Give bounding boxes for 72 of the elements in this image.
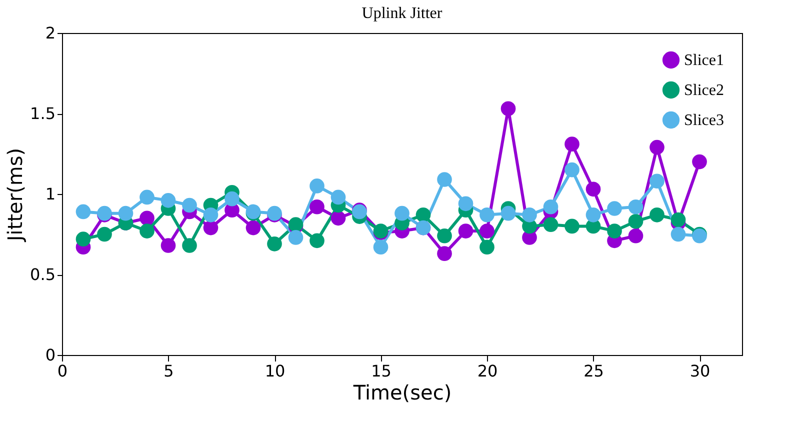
point	[586, 182, 601, 197]
y-tick-label: 2	[45, 24, 56, 42]
point	[224, 191, 240, 206]
x-tick-label: 5	[164, 362, 174, 380]
point	[607, 201, 622, 216]
x-tick-label: 15	[371, 362, 392, 380]
point	[437, 246, 452, 261]
legend-label: Slice1	[684, 52, 724, 69]
point	[607, 224, 622, 238]
point	[543, 217, 558, 232]
point	[140, 224, 154, 238]
point	[692, 154, 707, 170]
x-tick-label: 10	[264, 362, 286, 380]
point	[246, 220, 261, 236]
point	[394, 206, 410, 221]
point	[522, 208, 537, 222]
y-tick-label: 0.5	[30, 265, 56, 284]
point	[500, 206, 516, 221]
point	[586, 208, 601, 222]
point	[182, 198, 197, 213]
point	[140, 210, 154, 226]
point	[160, 238, 176, 253]
point	[543, 199, 558, 214]
x-tick-label: 0	[57, 362, 68, 380]
legend-label: Slice3	[684, 112, 724, 129]
point	[118, 206, 134, 221]
point	[650, 140, 664, 155]
x-tick-label: 20	[477, 362, 498, 380]
point	[373, 240, 388, 255]
y-axis-title: Jitter(ms)	[3, 148, 28, 244]
point	[437, 172, 452, 187]
x-axis-title: Time(sec)	[352, 380, 452, 404]
point	[203, 208, 218, 222]
point	[437, 228, 452, 244]
point	[203, 220, 218, 236]
point	[458, 196, 474, 212]
point	[182, 238, 197, 253]
y-tick-label: 1	[45, 184, 56, 204]
point	[628, 199, 644, 214]
point	[310, 233, 324, 248]
point	[140, 190, 154, 205]
point	[564, 136, 580, 152]
y-tick-label: 0	[45, 346, 56, 364]
point	[480, 240, 494, 255]
point	[480, 224, 494, 238]
point	[480, 208, 494, 222]
point	[650, 208, 664, 222]
point	[330, 210, 346, 226]
point	[628, 214, 644, 229]
point	[564, 218, 580, 234]
x-tick-label: 30	[690, 362, 710, 380]
point	[160, 193, 176, 208]
point	[500, 101, 516, 116]
point	[330, 190, 346, 205]
x-tick-label: 25	[584, 362, 604, 380]
point	[416, 208, 431, 222]
point	[650, 174, 664, 189]
legend-label: Slice2	[684, 82, 724, 99]
point	[288, 230, 304, 245]
chart-title: Uplink Jitter	[362, 5, 443, 22]
point	[670, 212, 686, 228]
point	[267, 236, 282, 252]
point	[564, 162, 580, 178]
point	[97, 226, 112, 242]
point	[628, 228, 644, 244]
y-tick-label: 1.5	[30, 104, 56, 123]
point	[670, 226, 686, 242]
point	[458, 224, 474, 238]
point	[310, 199, 324, 214]
point	[310, 178, 324, 194]
point	[76, 232, 91, 246]
point	[76, 204, 91, 220]
